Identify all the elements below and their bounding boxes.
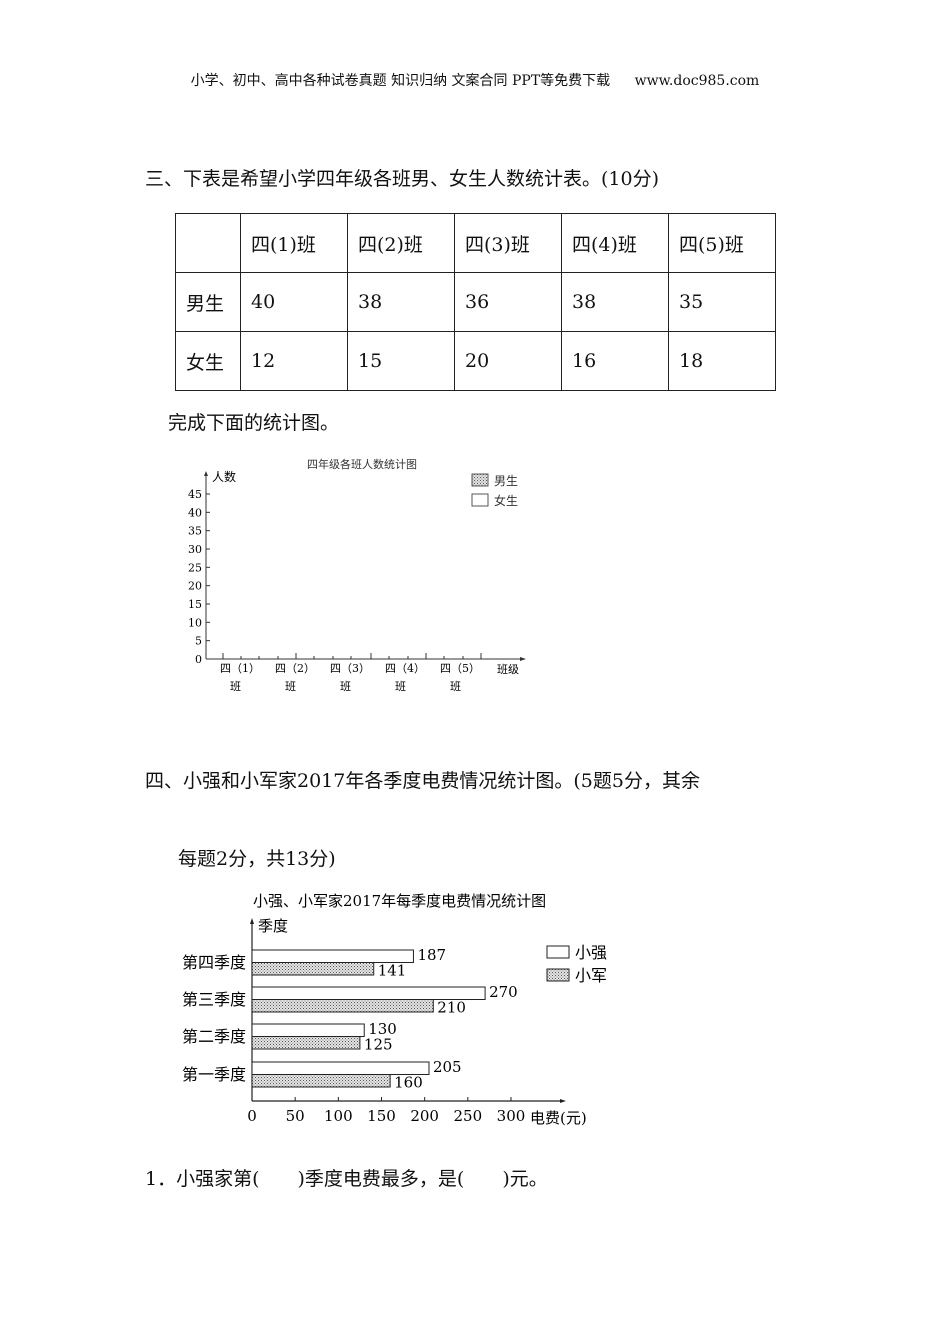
x-tick-label: 四（4） bbox=[385, 662, 425, 675]
y-axis-arrow bbox=[204, 471, 208, 476]
y-axis-arrow bbox=[250, 918, 254, 924]
table-header-cell: 四(3)班 bbox=[454, 213, 562, 273]
x-tick-label: 100 bbox=[324, 1107, 353, 1125]
legend-swatch bbox=[471, 493, 489, 507]
bar bbox=[251, 1023, 365, 1037]
category-label: 第二季度 bbox=[182, 1027, 246, 1046]
x-axis-arrow bbox=[560, 1099, 566, 1103]
y-tick-label: 45 bbox=[188, 488, 202, 501]
category-label: 第三季度 bbox=[182, 990, 246, 1009]
x-tick-label: 班 bbox=[285, 680, 296, 693]
y-tick-label: 15 bbox=[188, 598, 202, 611]
legend-label: 女生 bbox=[494, 493, 518, 508]
data-label: 187 bbox=[417, 946, 446, 964]
y-tick-label: 35 bbox=[188, 525, 202, 538]
table-header-cell: 四(5)班 bbox=[668, 213, 776, 273]
y-tick-label: 0 bbox=[195, 653, 202, 666]
x-tick-label: 班 bbox=[340, 680, 351, 693]
y-tick-label: 20 bbox=[188, 580, 202, 593]
table-cell: 20 bbox=[454, 331, 562, 391]
data-label: 130 bbox=[368, 1020, 397, 1038]
y-tick-label: 40 bbox=[188, 506, 202, 519]
table-cell: 36 bbox=[454, 272, 562, 332]
y-tick-label: 25 bbox=[188, 561, 202, 574]
question-1: 1．小强家第( )季度电费最多，是( )元。 bbox=[145, 1168, 548, 1190]
data-label: 210 bbox=[437, 999, 466, 1017]
legend-label: 小军 bbox=[575, 966, 607, 985]
x-tick-label: 150 bbox=[367, 1107, 396, 1125]
instruction: 完成下面的统计图。 bbox=[168, 412, 340, 434]
bar bbox=[251, 999, 434, 1013]
data-label: 141 bbox=[378, 962, 407, 980]
table-cell: 16 bbox=[561, 331, 669, 391]
data-label: 160 bbox=[394, 1074, 423, 1092]
table-row: 女生 12 15 20 16 18 bbox=[175, 331, 776, 391]
table-header-cell: 四(2)班 bbox=[347, 213, 455, 273]
section4-title: 四、小强和小军家2017年各季度电费情况统计图。(5题5分，其余 bbox=[145, 770, 700, 792]
legend-swatch bbox=[546, 968, 570, 982]
category-label: 第一季度 bbox=[182, 1065, 246, 1084]
x-tick-label: 50 bbox=[286, 1107, 305, 1125]
chart-title: 四年级各班人数统计图 bbox=[307, 457, 417, 471]
x-tick-label: 0 bbox=[247, 1107, 257, 1125]
x-tick-label: 四（5） bbox=[440, 662, 480, 675]
x-tick-label: 四（3） bbox=[330, 662, 370, 675]
table-header-row: 四(1)班 四(2)班 四(3)班 四(4)班 四(5)班 bbox=[175, 213, 776, 273]
legend-label: 小强 bbox=[575, 943, 607, 962]
row-label: 男生 bbox=[175, 272, 241, 332]
x-tick-label: 班 bbox=[395, 680, 406, 693]
legend-swatch bbox=[546, 945, 570, 959]
page-header: 小学、初中、高中各种试卷真题 知识归纳 文案合同 PPT等免费下载 www.do… bbox=[0, 70, 950, 90]
table-cell: 18 bbox=[668, 331, 776, 391]
bar bbox=[251, 1036, 361, 1050]
data-label: 125 bbox=[364, 1036, 393, 1054]
table-cell: 12 bbox=[240, 331, 348, 391]
section4-title-cont: 每题2分，共13分) bbox=[178, 848, 336, 870]
x-tick-label: 250 bbox=[454, 1107, 483, 1125]
y-tick-label: 10 bbox=[188, 616, 202, 629]
chart-title: 小强、小军家2017年每季度电费情况统计图 bbox=[253, 892, 546, 910]
row-label: 女生 bbox=[175, 331, 241, 391]
table-cell: 40 bbox=[240, 272, 348, 332]
y-tick-label: 30 bbox=[188, 543, 202, 556]
x-axis-label: 电费(元) bbox=[530, 1109, 587, 1127]
legend-swatch bbox=[471, 473, 489, 487]
bar bbox=[251, 962, 375, 976]
table-cell: 15 bbox=[347, 331, 455, 391]
data-label: 270 bbox=[489, 983, 518, 1001]
x-tick-label: 班 bbox=[450, 680, 461, 693]
y-axis-label: 人数 bbox=[212, 469, 236, 484]
class-student-table: 四(1)班 四(2)班 四(3)班 四(4)班 四(5)班 男生 40 38 3… bbox=[175, 213, 776, 391]
x-tick-label: 300 bbox=[497, 1107, 526, 1125]
x-axis-arrow bbox=[520, 657, 526, 661]
data-label: 205 bbox=[433, 1058, 462, 1076]
legend-label: 男生 bbox=[494, 474, 518, 488]
y-axis-label: 季度 bbox=[258, 917, 288, 935]
category-label: 第四季度 bbox=[182, 953, 246, 972]
section3-title: 三、下表是希望小学四年级各班男、女生人数统计表。(10分) bbox=[145, 168, 660, 190]
x-axis-label: 班级 bbox=[497, 663, 519, 676]
table-header-cell: 四(4)班 bbox=[561, 213, 669, 273]
x-tick-label: 班 bbox=[230, 680, 241, 693]
x-tick-label: 200 bbox=[410, 1107, 439, 1125]
x-tick-label: 四（1） bbox=[220, 662, 260, 675]
x-tick-label: 四（2） bbox=[275, 662, 315, 675]
header-text: 小学、初中、高中各种试卷真题 知识归纳 文案合同 PPT等免费下载 bbox=[190, 73, 611, 89]
y-tick-label: 5 bbox=[195, 635, 202, 648]
table-row: 男生 40 38 36 38 35 bbox=[175, 272, 776, 332]
bar bbox=[251, 1074, 391, 1088]
header-url: www.doc985.com bbox=[634, 73, 760, 89]
